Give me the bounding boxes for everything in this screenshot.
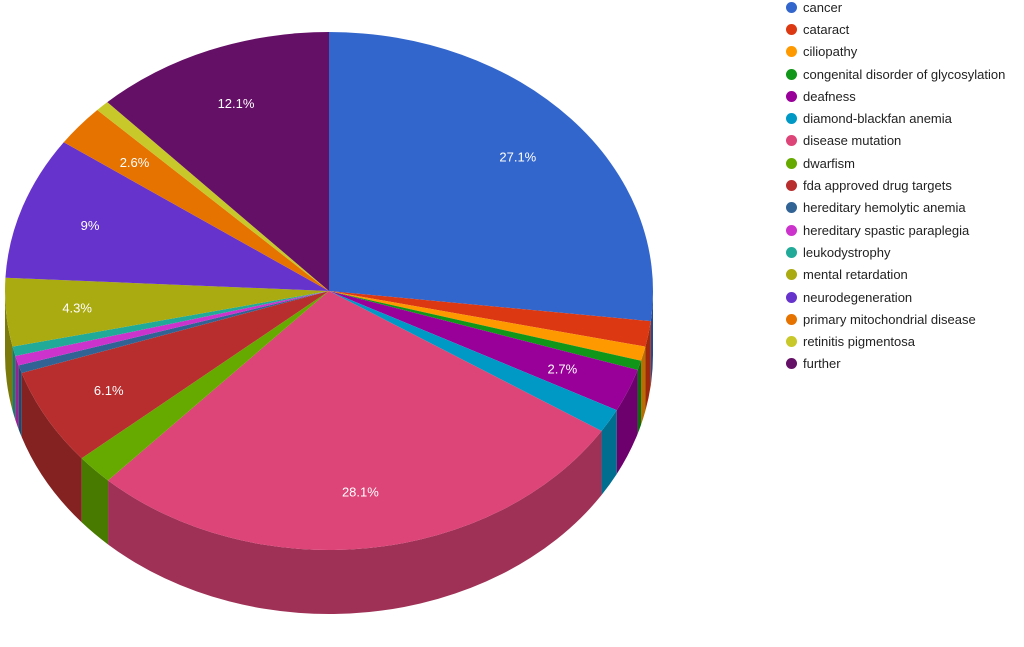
data-label-further: 12.1%	[218, 96, 255, 111]
legend-swatch-icon	[786, 358, 797, 370]
pie-slice-deafness[interactable]	[329, 291, 638, 411]
legend-swatch-icon	[786, 313, 797, 325]
pie-side-walls	[5, 291, 653, 614]
pie-slice-primary-mitochondrial-disease[interactable]	[63, 110, 329, 292]
legend-item-disease-mutation[interactable]: disease mutation	[786, 130, 1005, 152]
legend-item-cancer[interactable]: cancer	[786, 0, 1005, 18]
legend-label: dwarfism	[803, 155, 856, 171]
legend-label: leukodystrophy	[803, 244, 891, 260]
legend-swatch-icon	[786, 336, 797, 348]
pie-slices	[4, 31, 653, 550]
legend-label: hereditary hemolytic anemia	[803, 200, 966, 216]
pie-slice-further[interactable]	[107, 31, 329, 291]
data-label-primary-mitochondrial-disease: 2.6%	[120, 155, 150, 170]
legend-swatch-icon	[786, 202, 797, 214]
legend-label: ciliopathy	[803, 44, 858, 60]
data-label-cancer: 27.1%	[499, 150, 536, 165]
legend-label: diamond-blackfan anemia	[803, 111, 952, 127]
legend-swatch-icon	[786, 246, 797, 258]
legend-item-primary-mitochondrial-disease[interactable]: primary mitochondrial disease	[786, 308, 1005, 330]
legend-item-hereditary-spastic-paraplegia[interactable]: hereditary spastic paraplegia	[786, 219, 1005, 241]
legend-label: disease mutation	[803, 133, 902, 149]
legend-swatch-icon	[786, 46, 797, 58]
data-label-deafness: 2.7%	[548, 362, 578, 377]
pie-slice-disease-mutation[interactable]	[108, 291, 602, 550]
pie-side-congenital-disorder-of-glycosylation	[637, 360, 642, 434]
pie-side-mental-retardation	[5, 291, 13, 411]
legend-label: neurodegeneration	[803, 289, 913, 305]
pie-side-cataract	[645, 321, 651, 411]
pie-slice-hereditary-spastic-paraplegia[interactable]	[15, 291, 329, 366]
legend-swatch-icon	[786, 291, 797, 303]
legend-item-mental-retardation[interactable]: mental retardation	[786, 264, 1005, 286]
pie-slice-diamond-blackfan-anemia[interactable]	[329, 291, 617, 432]
legend-item-ciliopathy[interactable]: ciliopathy	[786, 41, 1005, 63]
pie-side-hereditary-spastic-paraplegia	[15, 356, 19, 430]
pie-data-labels: 27.1% 2.7% 28.1% 6.1% 4.3% 9% 2.6% 12.1%	[62, 96, 577, 499]
legend-item-retinitis-pigmentosa[interactable]: retinitis pigmentosa	[786, 330, 1005, 352]
legend-item-leukodystrophy[interactable]: leukodystrophy	[786, 241, 1005, 263]
legend-label: mental retardation	[803, 267, 908, 283]
pie-side-diamond-blackfan-anemia	[601, 410, 617, 496]
legend-item-congenital-disorder-of-glycosylation[interactable]: congenital disorder of glycosylation	[786, 63, 1005, 85]
data-label-fda-approved-drug-targets: 6.1%	[94, 383, 124, 398]
pie-slice-cataract[interactable]	[329, 291, 651, 347]
legend-item-dwarfism[interactable]: dwarfism	[786, 152, 1005, 174]
pie-side-deafness	[616, 369, 638, 475]
legend-label: congenital disorder of glycosylation	[803, 66, 1006, 82]
legend-swatch-icon	[786, 135, 797, 147]
legend-swatch-icon	[786, 224, 797, 236]
chart-legend: cancer cataract ciliopathy congenital disor…	[786, 0, 1005, 375]
legend-item-neurodegeneration[interactable]: neurodegeneration	[786, 286, 1005, 308]
pie-slice-retinitis-pigmentosa[interactable]	[97, 102, 330, 291]
pie-slice-hereditary-hemolytic-anemia[interactable]	[18, 291, 329, 374]
legend-label: primary mitochondrial disease	[803, 311, 976, 327]
legend-swatch-icon	[786, 1, 797, 13]
pie-slice-fda-approved-drug-targets[interactable]	[21, 291, 330, 459]
pie-slice-neurodegeneration[interactable]	[5, 142, 330, 291]
pie-slice-dwarfism[interactable]	[81, 291, 329, 481]
legend-swatch-icon	[786, 23, 797, 35]
pie-side-cancer	[650, 291, 653, 386]
legend-item-deafness[interactable]: deafness	[786, 85, 1005, 107]
pie-side-dwarfism	[81, 458, 109, 545]
legend-item-hereditary-hemolytic-anemia[interactable]: hereditary hemolytic anemia	[786, 197, 1005, 219]
pie-slice-leukodystrophy[interactable]	[12, 291, 330, 357]
pie-slice-cancer[interactable]	[329, 32, 653, 322]
pie-side-ciliopathy	[641, 346, 646, 425]
data-label-neurodegeneration: 9%	[81, 218, 100, 233]
legend-swatch-icon	[786, 157, 797, 169]
pie-slice-ciliopathy[interactable]	[329, 291, 646, 361]
legend-label: cataract	[803, 21, 850, 37]
pie-slice-congenital-disorder-of-glycosylation[interactable]	[329, 291, 642, 370]
pie-chart-svg: 27.1% 2.7% 28.1% 6.1% 4.3% 9% 2.6% 12.1%	[4, 31, 653, 614]
legend-swatch-icon	[786, 68, 797, 80]
legend-label: retinitis pigmentosa	[803, 334, 915, 350]
data-label-mental-retardation: 4.3%	[62, 301, 92, 316]
legend-label: hereditary spastic paraplegia	[803, 222, 970, 238]
legend-item-cataract[interactable]: cataract	[786, 18, 1005, 40]
legend-item-fda-approved-drug-targets[interactable]: fda approved drug targets	[786, 174, 1005, 196]
legend-label: further	[803, 356, 841, 372]
pie-side-leukodystrophy	[12, 346, 16, 421]
legend-item-diamond-blackfan-anemia[interactable]: diamond-blackfan anemia	[786, 107, 1005, 129]
legend-swatch-icon	[786, 269, 797, 281]
legend-swatch-icon	[786, 90, 797, 102]
legend-swatch-icon	[786, 180, 797, 192]
legend-swatch-icon	[786, 113, 797, 125]
legend-item-further[interactable]: further	[786, 353, 1005, 375]
pie-side-hereditary-hemolytic-anemia	[18, 365, 22, 438]
pie-slice-mental-retardation[interactable]	[4, 277, 329, 347]
pie-side-fda-approved-drug-targets	[21, 373, 82, 523]
pie-side-disease-mutation	[108, 431, 602, 614]
legend-label: fda approved drug targets	[803, 178, 952, 194]
data-label-disease-mutation: 28.1%	[342, 484, 379, 499]
legend-label: deafness	[803, 88, 856, 104]
legend-label: cancer	[803, 0, 843, 15]
